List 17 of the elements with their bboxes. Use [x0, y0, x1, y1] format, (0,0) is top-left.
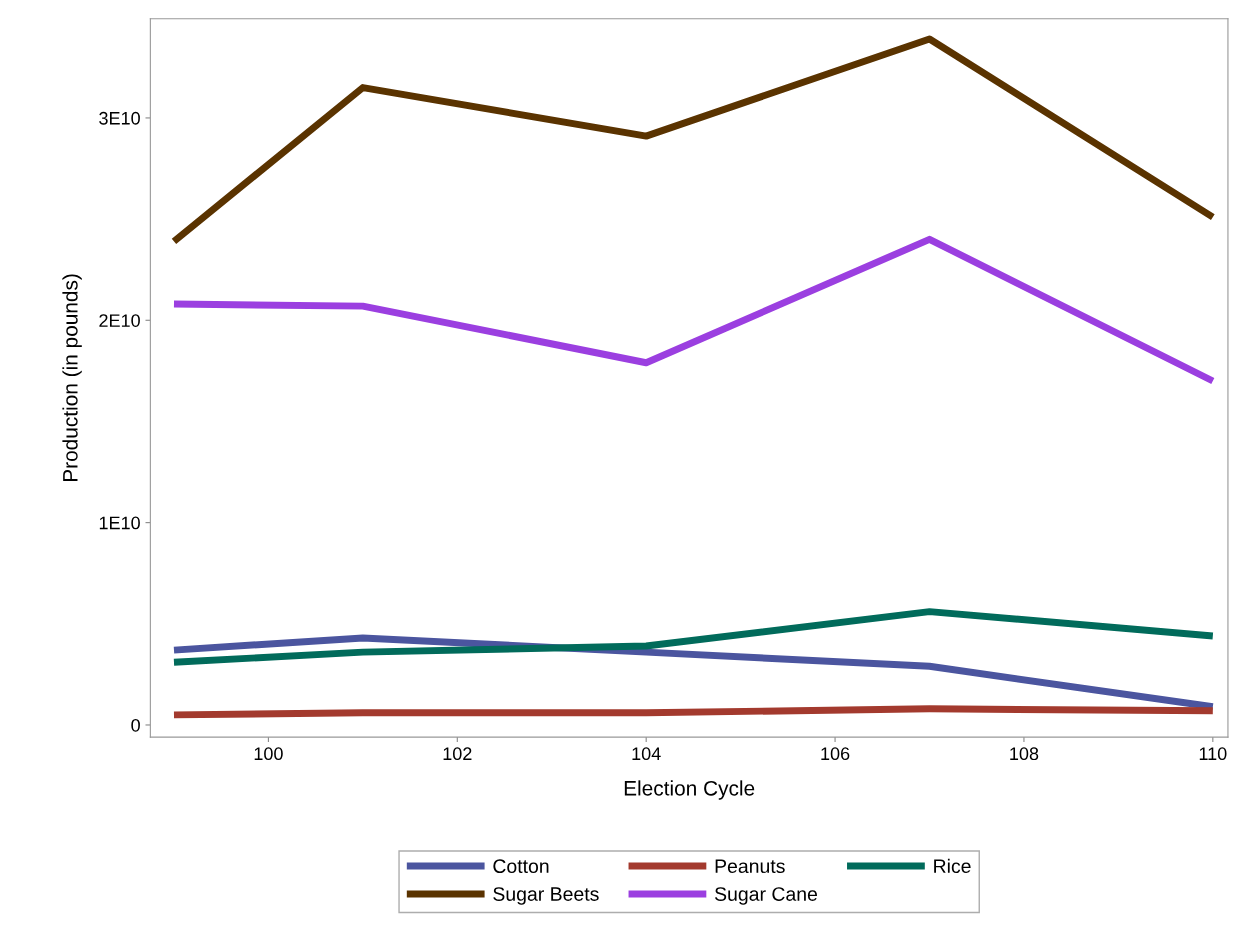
x-axis-title: Election Cycle [624, 780, 755, 800]
x-tick-label: 102 [443, 747, 472, 761]
x-tick-label: 104 [632, 747, 661, 761]
x-tick-label: 110 [1199, 747, 1227, 761]
x-tick-label: 108 [1010, 747, 1039, 761]
x-tick-label: 106 [821, 747, 850, 761]
legend-label: Peanuts [715, 859, 785, 874]
legend-label: Sugar Cane [714, 887, 818, 905]
legend-label: Cotton [493, 859, 549, 874]
y-tick-label: 0 [131, 718, 140, 732]
legend-label: Rice [934, 858, 971, 874]
y-tick-label: 2E10 [99, 314, 140, 327]
legend-label: Sugar Beets [493, 887, 599, 905]
x-tick-label: 100 [254, 747, 283, 761]
y-tick-label: 3E10 [99, 111, 140, 125]
y-axis-title: Production (in pounds) [62, 274, 82, 482]
y-tick-label: 1E10 [99, 516, 140, 530]
